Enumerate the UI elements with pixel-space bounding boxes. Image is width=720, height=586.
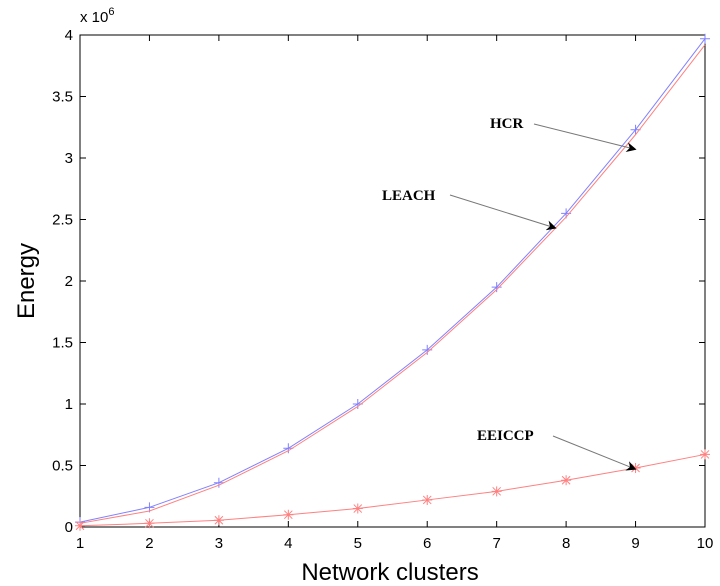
x-tick-label: 4	[284, 535, 292, 552]
data-point	[213, 477, 224, 488]
series-leach	[79, 44, 706, 524]
data-point	[75, 520, 85, 531]
y-multiplier-label: x 106	[80, 6, 114, 26]
y-multiplier-exponent: 6	[108, 6, 114, 18]
y-tick-label: 3.5	[52, 89, 73, 106]
annotation-label-hcr: HCR	[490, 116, 524, 132]
x-tick-label: 6	[423, 535, 431, 552]
series-line-eeiccp	[79, 453, 706, 527]
data-point	[144, 518, 155, 529]
data-point	[561, 475, 572, 486]
y-axis-label: Energy	[13, 243, 40, 319]
y-axis-ticks: 0 0.5 1 1.5 2 2.5 3 3.5 4	[52, 27, 705, 536]
series-eeiccp	[75, 449, 710, 531]
data-point	[700, 449, 710, 460]
y-tick-label: 1	[65, 396, 73, 413]
y-tick-label: 2.5	[52, 212, 73, 229]
annotation-arrow	[533, 123, 637, 153]
y-tick-label: 1.5	[52, 335, 73, 352]
y-tick-label: 2	[65, 273, 73, 290]
x-tick-label: 10	[697, 535, 714, 552]
x-tick-label: 7	[492, 535, 500, 552]
data-point	[352, 503, 363, 514]
series-line-hcr	[79, 38, 706, 523]
series-layer	[75, 33, 710, 531]
data-point	[491, 486, 502, 497]
x-tick-label: 3	[215, 535, 223, 552]
data-point	[283, 509, 294, 520]
data-point	[700, 33, 710, 44]
x-tick-label: 1	[76, 535, 84, 552]
x-tick-label: 5	[354, 535, 362, 552]
annotation-arrow	[449, 194, 557, 231]
y-tick-label: 0	[65, 519, 73, 536]
annotation-label-eeiccp: EEICCP	[477, 428, 534, 444]
annotation-arrow	[552, 435, 637, 471]
series-hcr	[75, 33, 710, 528]
data-point	[491, 282, 502, 293]
annotation-label-leach: LEACH	[382, 188, 436, 204]
y-tick-label: 3	[65, 150, 73, 167]
x-tick-label: 9	[631, 535, 639, 552]
x-tick-label: 2	[145, 535, 153, 552]
y-tick-label: 0.5	[52, 458, 73, 475]
annotation-layer: HCR LEACH EEICCP	[382, 116, 637, 471]
data-point	[213, 515, 224, 526]
plot-area	[79, 34, 706, 528]
y-tick-label: 4	[65, 27, 73, 44]
data-point	[422, 494, 433, 505]
series-line-leach	[79, 44, 706, 524]
x-axis-label: Network clusters	[301, 559, 478, 586]
x-tick-label: 8	[562, 535, 570, 552]
